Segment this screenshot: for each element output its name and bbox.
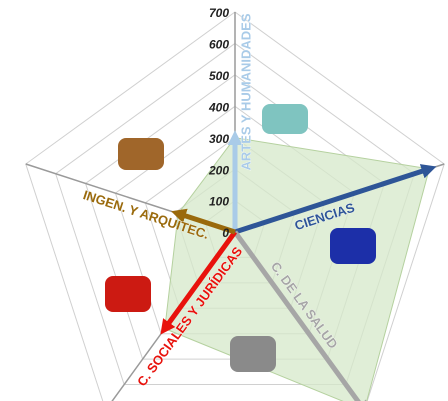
decorations — [105, 104, 376, 372]
tick-label: 200 — [208, 163, 229, 177]
cap-icon — [105, 276, 151, 312]
value-arrow — [234, 164, 437, 235]
tick-label: 500 — [209, 69, 229, 83]
category-label: ARTES Y HUMANIDADES — [238, 13, 253, 170]
cap-icon — [118, 138, 164, 170]
cap-icon — [262, 104, 308, 134]
value-arrow — [160, 230, 238, 335]
marks — [160, 130, 437, 401]
tick-label: 600 — [209, 38, 229, 52]
value-arrow — [171, 208, 236, 235]
tick-label: 700 — [209, 6, 229, 20]
tick-label: 400 — [208, 100, 229, 114]
cap-icon — [230, 336, 276, 372]
radar-area — [164, 137, 430, 401]
value-arrow — [232, 230, 369, 401]
grid-ring — [25, 11, 445, 401]
tick-label: 0 — [222, 226, 229, 240]
cap-icon — [330, 228, 376, 264]
tick-label: 100 — [209, 195, 229, 209]
tick-label: 300 — [209, 132, 229, 146]
grid-ring — [55, 42, 415, 386]
